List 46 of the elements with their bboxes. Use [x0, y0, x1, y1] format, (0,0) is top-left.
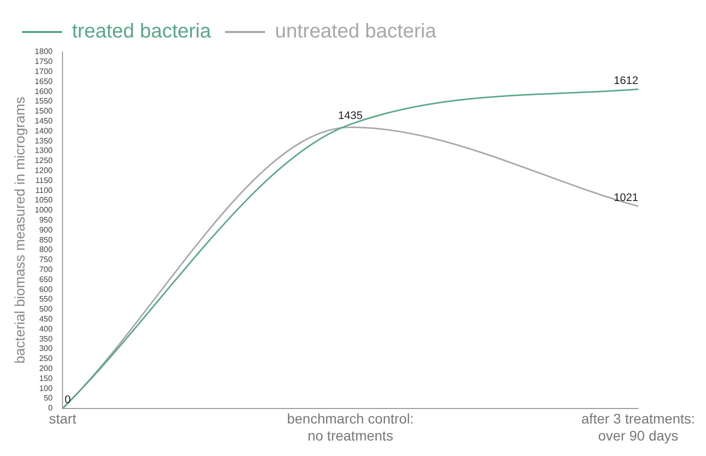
- y-tick-label: 650: [39, 274, 54, 284]
- data-label: 1021: [614, 192, 638, 204]
- y-tick-label: 0: [48, 404, 54, 413]
- y-tick-label: 550: [39, 294, 54, 304]
- y-tick-label: 1000: [34, 206, 54, 215]
- y-tick-label: 100: [39, 384, 54, 393]
- y-tick-label: 800: [39, 245, 54, 254]
- y-tick-label: 1500: [34, 106, 54, 116]
- data-label: 1435: [338, 110, 363, 122]
- y-tick-label: 950: [39, 216, 54, 225]
- y-tick-label: 750: [39, 255, 54, 264]
- y-tick-label: 1100: [35, 186, 54, 195]
- y-tick-label: 1350: [34, 136, 54, 146]
- y-tick-label: 1550: [34, 96, 54, 106]
- y-tick-label: 1250: [34, 156, 54, 166]
- legend-label: treated bacteria: [72, 20, 212, 43]
- y-tick-label: 1750: [34, 57, 54, 66]
- y-tick-label: 250: [39, 354, 54, 364]
- y-tick-label: 900: [39, 225, 54, 234]
- y-tick-label: 1300: [34, 146, 54, 156]
- legend-label: untreated bacteria: [274, 20, 438, 43]
- y-tick-label: 400: [39, 324, 54, 334]
- x-tick-label: start: [48, 410, 76, 427]
- data-label: 1612: [614, 74, 638, 87]
- y-tick-label: 1650: [34, 76, 54, 86]
- y-tick-label: 1400: [34, 126, 54, 136]
- y-tick-label: 200: [39, 364, 54, 374]
- y-tick-label: 850: [39, 235, 54, 244]
- y-tick-label: 700: [39, 265, 54, 274]
- y-tick-label: 1050: [34, 196, 54, 205]
- y-tick-label: 500: [39, 304, 54, 314]
- y-tick-label: 350: [39, 334, 54, 344]
- y-tick-label: 1600: [34, 86, 54, 96]
- y-tick-label: 1200: [34, 166, 54, 176]
- y-tick-label: 1450: [34, 116, 54, 126]
- y-tick-label: 50: [44, 394, 54, 403]
- y-tick-label: 1700: [34, 67, 54, 76]
- x-tick-label: after 3 treatments: over 90 days: [581, 410, 695, 444]
- y-tick-label: 150: [39, 374, 54, 383]
- y-axis-title: bacterial biomass measured in micrograms: [11, 96, 28, 364]
- y-tick-label: 1800: [34, 47, 54, 56]
- x-tick-label: benchmarch control: no treatments: [286, 410, 414, 444]
- y-tick-label: 1150: [35, 176, 54, 185]
- y-tick-label: 300: [39, 344, 54, 354]
- y-tick-label: 600: [39, 284, 54, 294]
- y-tick-label: 450: [39, 314, 54, 324]
